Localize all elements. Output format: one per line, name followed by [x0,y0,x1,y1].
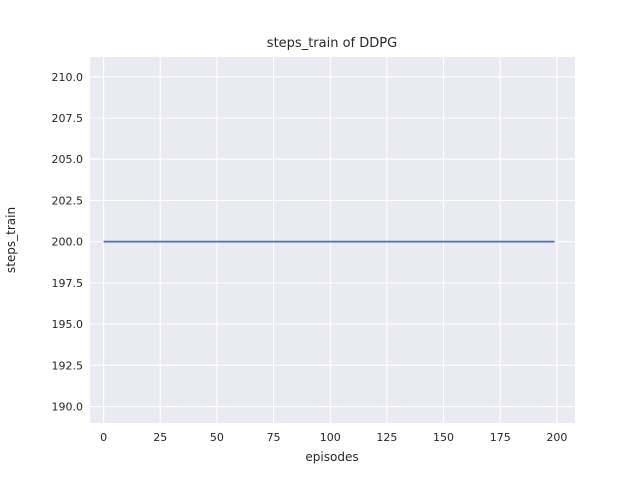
axes-background [90,57,575,423]
y-tick-label: 210.0 [52,71,84,84]
x-axis-label: episodes [305,450,358,464]
y-tick-label: 202.5 [52,194,84,207]
y-tick-label: 190.0 [52,401,84,414]
x-tick-label: 100 [320,431,341,444]
x-tick-label: 25 [153,431,167,444]
y-axis-label: steps_train [4,207,18,273]
x-tick-label: 175 [490,431,511,444]
x-tick-label: 125 [376,431,397,444]
chart-title: steps_train of DDPG [267,36,397,51]
y-tick-label: 207.5 [52,112,84,125]
y-tick-label: 192.5 [52,359,84,372]
x-tick-label: 200 [546,431,567,444]
y-tick-label: 205.0 [52,153,84,166]
y-tick-label: 195.0 [52,318,84,331]
x-tick-label: 50 [210,431,224,444]
x-tick-label: 150 [433,431,454,444]
x-tick-label: 75 [267,431,281,444]
plot-area: 0 25 50 75 100 125 150 175 200 190.0 192.5 195.0 197… [52,57,575,444]
y-tick-label: 200.0 [52,236,84,249]
x-tick-label: 0 [100,431,107,444]
y-tick-label: 197.5 [52,277,84,290]
